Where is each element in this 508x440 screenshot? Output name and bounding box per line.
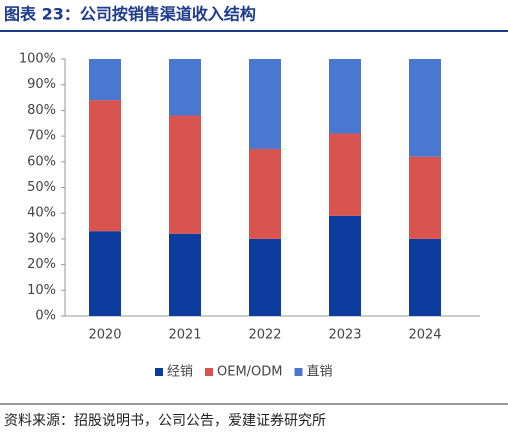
bar-segment bbox=[89, 100, 121, 232]
y-tick-label: 30% bbox=[27, 231, 56, 246]
bar-segment bbox=[89, 59, 121, 101]
chart-title: 图表 23：公司按销售渠道收入结构 bbox=[4, 5, 256, 24]
bar-segment bbox=[249, 148, 281, 239]
source: 资料来源：招股说明书，公司公告，爱建证券研究所 bbox=[4, 413, 326, 429]
legend-label: 经销 bbox=[167, 365, 193, 380]
y-tick-label: 90% bbox=[27, 77, 56, 92]
legend-swatch bbox=[155, 368, 163, 376]
y-tick-label: 0% bbox=[35, 309, 56, 324]
bar-segment bbox=[249, 59, 281, 149]
y-tick-label: 100% bbox=[19, 52, 56, 67]
bar-segment bbox=[249, 238, 281, 316]
legend-label: OEM/ODM bbox=[217, 365, 283, 380]
x-tick-label: 2024 bbox=[408, 328, 441, 343]
bar-segment bbox=[169, 115, 201, 234]
bar-segment bbox=[329, 59, 361, 134]
bar-segment bbox=[409, 59, 441, 157]
bar-segment bbox=[409, 156, 441, 239]
bar-segment bbox=[89, 231, 121, 316]
bar-segment bbox=[169, 233, 201, 316]
y-tick-label: 70% bbox=[27, 129, 56, 144]
x-tick-label: 2023 bbox=[328, 328, 361, 343]
x-tick-label: 2020 bbox=[88, 328, 121, 343]
legend-swatch bbox=[205, 368, 214, 376]
bar-segment bbox=[329, 215, 361, 316]
y-tick-label: 60% bbox=[27, 154, 56, 169]
x-tick-label: 2021 bbox=[168, 328, 201, 343]
bar-segment bbox=[329, 133, 361, 216]
bar-segment bbox=[169, 59, 201, 116]
y-tick-label: 80% bbox=[27, 103, 56, 118]
y-tick-label: 40% bbox=[27, 206, 56, 221]
legend-swatch bbox=[294, 368, 303, 376]
bar-segment bbox=[409, 238, 441, 316]
y-tick-label: 10% bbox=[27, 283, 56, 298]
legend-label: 直销 bbox=[307, 365, 333, 380]
y-tick-label: 50% bbox=[27, 180, 56, 195]
y-tick-label: 20% bbox=[27, 257, 56, 272]
x-tick-label: 2022 bbox=[248, 328, 281, 343]
